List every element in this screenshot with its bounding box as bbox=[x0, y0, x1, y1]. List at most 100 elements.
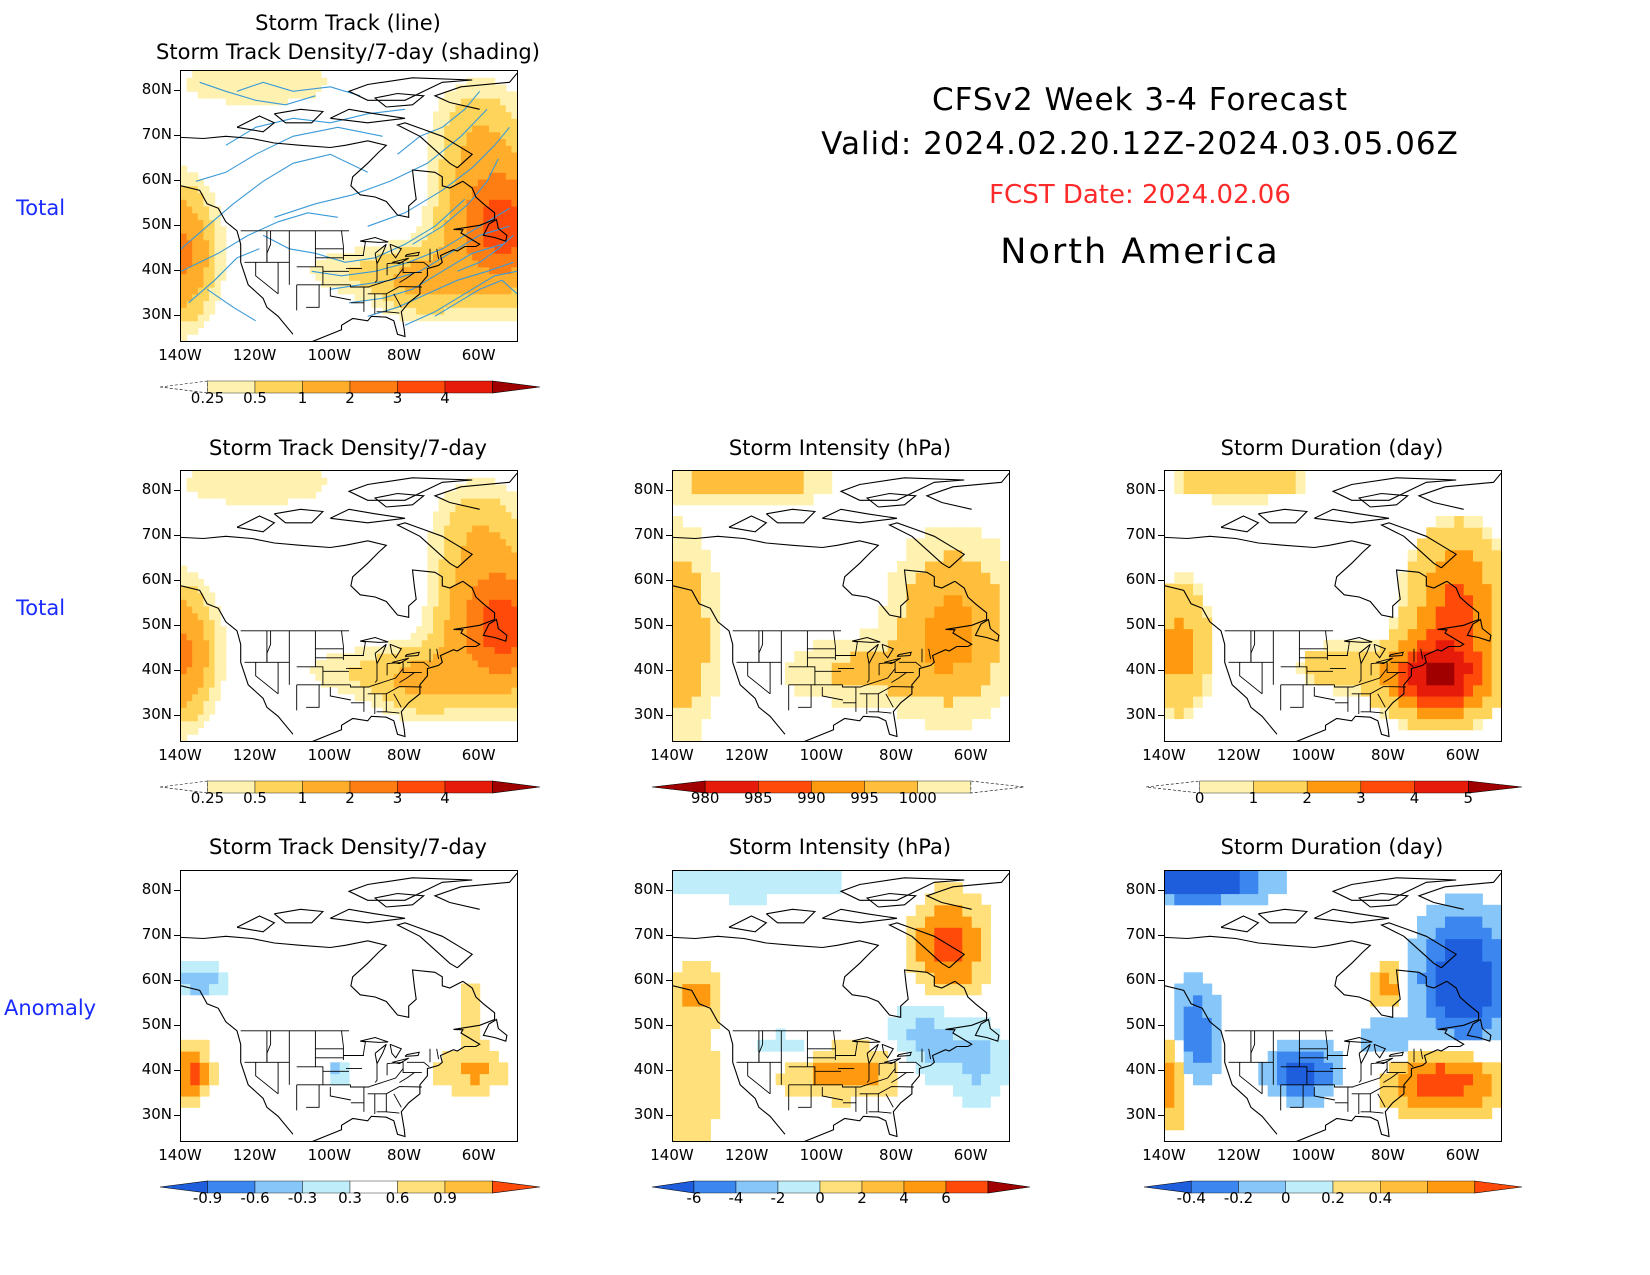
p5-lon-tick: 120W bbox=[232, 1146, 277, 1164]
p4-state-borders bbox=[1224, 630, 1424, 714]
p2-lat-tickmark bbox=[174, 625, 180, 627]
p6-colorbar bbox=[652, 1180, 1030, 1194]
p1-field bbox=[181, 71, 517, 341]
p1-title-line1: Storm Track (line) bbox=[255, 11, 441, 35]
p4-colorbar-label: 2 bbox=[1302, 789, 1312, 807]
p7-colorbar-label: -0.4 bbox=[1176, 1189, 1206, 1207]
p2-colorbar-label: 1 bbox=[297, 789, 308, 807]
p7-lat-tick: 80N bbox=[1125, 880, 1156, 899]
p4-colorbar-label: 5 bbox=[1463, 789, 1474, 807]
p5-lat-tickmark bbox=[174, 1115, 180, 1117]
p1-colorbar-label: 0.5 bbox=[243, 389, 267, 407]
p5-lat-tickmark bbox=[174, 890, 180, 892]
p5-lat-tick: 80N bbox=[141, 880, 172, 899]
p2-colorbar-label: 0.5 bbox=[243, 789, 267, 807]
p3-map-svg bbox=[673, 471, 1009, 741]
p5-lat-tick: 40N bbox=[141, 1060, 172, 1079]
p4-lon-tick: 80W bbox=[1371, 746, 1405, 764]
p4-lat-tick: 80N bbox=[1125, 480, 1156, 499]
p4-lat-tick: 70N bbox=[1125, 525, 1156, 544]
p3-map bbox=[672, 470, 1010, 742]
p6-lat-tickmark bbox=[666, 1115, 672, 1117]
p4-title: Storm Duration (day) bbox=[1220, 436, 1444, 460]
p3-colorbar-label: 995 bbox=[850, 789, 879, 807]
p6-colorbar-swatch bbox=[987, 1180, 1030, 1194]
p6-lat-tickmark bbox=[666, 1025, 672, 1027]
p5-state-borders bbox=[240, 1030, 440, 1114]
p5-lon-tick: 100W bbox=[307, 1146, 352, 1164]
p4-map bbox=[1164, 470, 1502, 742]
p1-lat-tickmark bbox=[174, 315, 180, 317]
p2-colorbar-swatch bbox=[160, 780, 208, 794]
p7-coastlines bbox=[1165, 872, 1501, 1141]
p6-field bbox=[673, 871, 1009, 1141]
p4-colorbar-label: 3 bbox=[1356, 789, 1366, 807]
p5-colorbar-label: -0.9 bbox=[192, 1189, 223, 1207]
p6-map-svg bbox=[673, 871, 1009, 1141]
p4-lat-tickmark bbox=[1158, 490, 1164, 492]
p2-lon-tick: 80W bbox=[387, 746, 421, 764]
p1-lat-tickmark bbox=[174, 270, 180, 272]
p3-colorbar-label: 1000 bbox=[898, 789, 937, 807]
storm-track-line bbox=[330, 225, 510, 290]
p4-lon-tick: 140W bbox=[1142, 746, 1186, 764]
p5-lat-tick: 30N bbox=[141, 1105, 172, 1124]
p3-lat-tick: 70N bbox=[633, 525, 664, 544]
p7-map bbox=[1164, 870, 1502, 1142]
p5-lat-tickmark bbox=[174, 1070, 180, 1072]
p2-lat-tick: 30N bbox=[141, 705, 172, 724]
p7-lon-tick: 100W bbox=[1291, 1146, 1336, 1164]
p5-map bbox=[180, 870, 518, 1142]
p3-colorbar bbox=[652, 780, 1024, 794]
storm-track-line bbox=[348, 243, 503, 304]
p4-lat-tickmark bbox=[1158, 670, 1164, 672]
p7-state-borders bbox=[1224, 1030, 1424, 1114]
p2-lat-tickmark bbox=[174, 535, 180, 537]
p3-lat-tick: 50N bbox=[633, 615, 664, 634]
p5-field bbox=[181, 961, 509, 1108]
p7-field bbox=[1165, 871, 1501, 1131]
p6-colorbar-label: -6 bbox=[686, 1189, 702, 1207]
p6-lat-tickmark bbox=[666, 980, 672, 982]
p3-lat-tickmark bbox=[666, 625, 672, 627]
p3-state-borders bbox=[732, 630, 932, 714]
p1-state-borders bbox=[240, 230, 440, 314]
p7-colorbar-label: 0.4 bbox=[1368, 1189, 1393, 1207]
p6-colorbar-label: 2 bbox=[857, 1189, 867, 1207]
p5-lat-tick: 60N bbox=[141, 970, 172, 989]
p1-colorbar-label: 1 bbox=[297, 389, 308, 407]
p5-lat-tickmark bbox=[174, 980, 180, 982]
p5-lat-tickmark bbox=[174, 935, 180, 937]
p1-lat-tickmark bbox=[174, 90, 180, 92]
p7-lon-tick: 120W bbox=[1216, 1146, 1261, 1164]
p6-lat-tickmark bbox=[666, 890, 672, 892]
p7-lon-tick: 80W bbox=[1371, 1146, 1405, 1164]
p3-lon-tick: 140W bbox=[650, 746, 694, 764]
p7-lat-tick: 60N bbox=[1125, 970, 1156, 989]
storm-track-line bbox=[457, 234, 514, 272]
storm-track-line bbox=[236, 81, 361, 97]
p6-lon-tick: 60W bbox=[953, 1146, 988, 1164]
p5-colorbar-swatch bbox=[492, 1180, 540, 1194]
p7-colorbar-swatch bbox=[1474, 1180, 1522, 1194]
p3-lon-tick: 60W bbox=[953, 746, 988, 764]
p1-lat-tick: 60N bbox=[141, 170, 172, 189]
p4-map-svg bbox=[1165, 471, 1501, 741]
p1-lat-tick: 80N bbox=[141, 80, 172, 99]
p1-lon-tick: 120W bbox=[232, 346, 277, 364]
p4-lat-tick: 30N bbox=[1125, 705, 1156, 724]
p6-lat-tick: 80N bbox=[633, 880, 664, 899]
p3-lat-tick: 40N bbox=[633, 660, 664, 679]
p1-colorbar bbox=[160, 380, 540, 394]
p1-colorbar-label: 2 bbox=[345, 389, 355, 407]
p1-lat-tickmark bbox=[174, 135, 180, 137]
p6-title: Storm Intensity (hPa) bbox=[728, 835, 952, 859]
p1-lat-tick: 70N bbox=[141, 125, 172, 144]
p3-colorbar-label: 980 bbox=[690, 789, 720, 807]
p1-coastlines bbox=[181, 72, 517, 341]
storm-track-line bbox=[367, 261, 514, 317]
p4-field bbox=[1165, 471, 1501, 731]
p3-lon-tick: 120W bbox=[724, 746, 769, 764]
p3-colorbar-label: 985 bbox=[743, 789, 773, 807]
p7-map-svg bbox=[1165, 871, 1501, 1141]
